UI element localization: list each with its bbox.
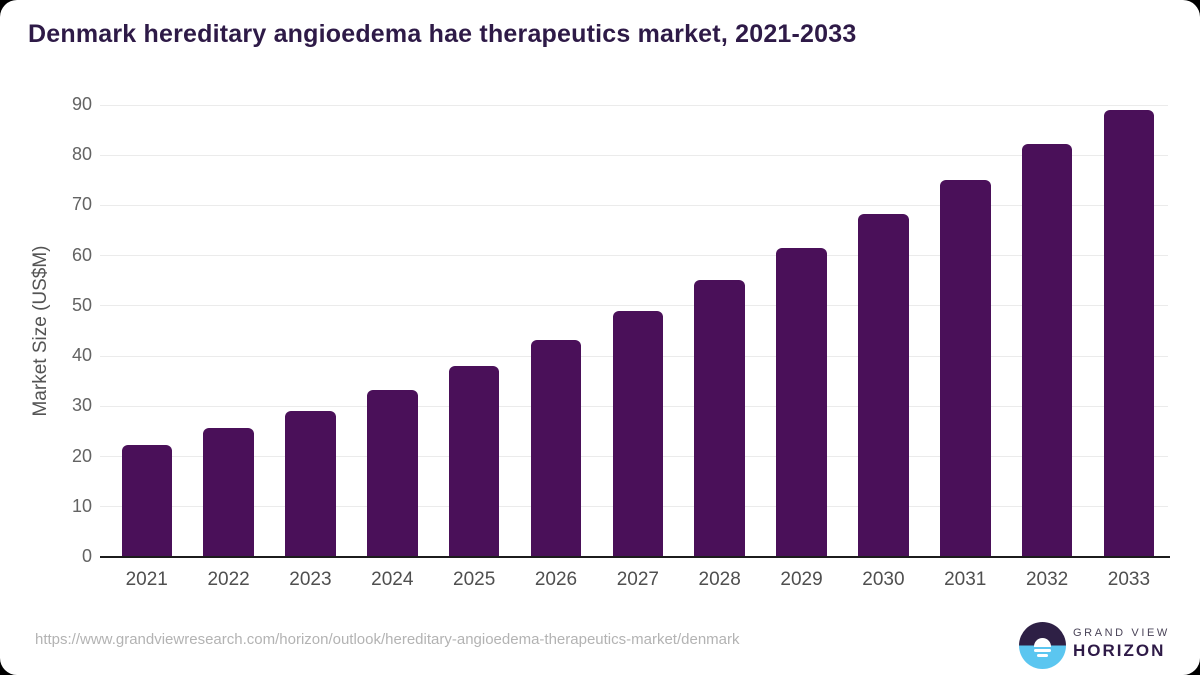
x-tick-label: 2033 [1107, 569, 1151, 590]
gridline [100, 154, 1168, 156]
x-tick-label: 2023 [289, 569, 332, 590]
bar-2027 [612, 311, 664, 557]
x-tick-label: 2029 [780, 569, 823, 590]
y-axis-title: Market Size (US$M) [30, 245, 51, 417]
y-tick-label: 30 [71, 395, 92, 416]
bar-2028 [694, 279, 745, 557]
bar-2033 [1103, 110, 1155, 557]
bar-2022 [203, 428, 254, 557]
bar-2032 [1021, 143, 1073, 557]
y-tick-label: 50 [71, 294, 92, 315]
brand-text: GRAND VIEW HORIZON [1073, 627, 1170, 661]
bar-2031 [940, 180, 991, 557]
bar-2029 [776, 248, 827, 557]
source-url: https://www.grandviewresearch.com/horizo… [35, 631, 740, 648]
x-tick-label: 2028 [698, 569, 741, 590]
y-tick-label: 40 [71, 345, 92, 366]
bar-2024 [367, 390, 418, 557]
bar-2025 [448, 366, 500, 557]
x-axis-line [100, 556, 1170, 558]
x-tick-label: 2025 [453, 569, 496, 590]
brand-name-bottom: HORIZON [1073, 641, 1166, 660]
horizon-reflection-line [1037, 654, 1048, 657]
horizon-reflection-line [1034, 649, 1051, 652]
grand-view-horizon-logo-icon [1019, 622, 1066, 669]
x-tick-label: 2030 [862, 569, 905, 590]
x-tick-label: 2026 [534, 569, 578, 590]
x-tick-label: 2031 [944, 569, 987, 590]
y-tick-label: 10 [71, 495, 92, 516]
x-tick-label: 2021 [125, 569, 168, 590]
sunrise-icon [1034, 638, 1051, 647]
x-tick-label: 2027 [616, 569, 659, 590]
gridline [100, 305, 1168, 307]
y-tick-label: 70 [71, 194, 92, 215]
x-tick-label: 2022 [207, 569, 250, 590]
x-tick-label: 2024 [371, 569, 414, 590]
y-tick-label: 80 [71, 144, 92, 165]
gridline [100, 104, 1168, 106]
brand-name-top: GRAND VIEW [1073, 627, 1170, 639]
x-tick-label: 2032 [1025, 569, 1069, 590]
gridline [100, 204, 1168, 206]
bar-2021 [121, 445, 172, 557]
y-tick-label: 90 [71, 94, 92, 114]
y-tick-label: 0 [81, 546, 92, 566]
bar-2030 [858, 214, 909, 557]
bar-2023 [285, 411, 336, 557]
y-tick-label: 20 [71, 445, 92, 466]
brand-logo: GRAND VIEW HORIZON [1019, 621, 1179, 669]
bar-2026 [530, 340, 582, 557]
chart-title: Denmark hereditary angioedema hae therap… [28, 20, 857, 48]
gridline [100, 255, 1168, 257]
y-tick-label: 60 [71, 244, 92, 265]
